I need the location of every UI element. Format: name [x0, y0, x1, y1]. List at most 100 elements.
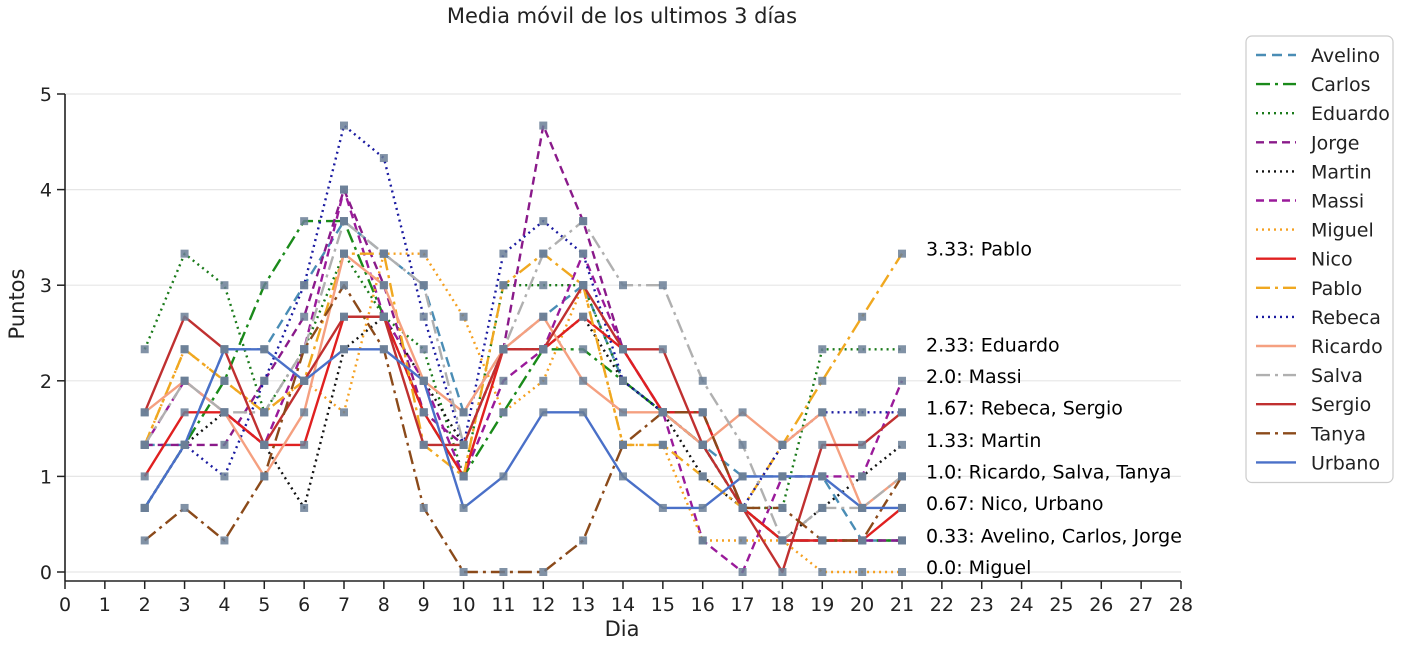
x-tick-label: 9: [418, 594, 430, 616]
data-point-urbano: [658, 503, 667, 512]
data-point-nico: [180, 408, 189, 417]
end-annotation: 0.0: Miguel: [926, 557, 1031, 579]
data-point-martin: [898, 440, 906, 449]
legend-label-sergio: Sergio: [1311, 394, 1371, 416]
data-point-salva: [818, 503, 827, 512]
data-point-miguel: [499, 408, 508, 417]
data-point-miguel: [539, 376, 548, 385]
x-tick-label: 18: [770, 594, 794, 616]
data-point-rebeca: [858, 408, 867, 417]
data-point-tanya: [658, 408, 667, 417]
data-point-sergio: [658, 345, 667, 354]
data-point-rebeca: [619, 376, 627, 385]
data-point-sergio: [858, 440, 867, 449]
data-point-miguel: [898, 568, 906, 576]
data-point-nico: [419, 408, 428, 417]
data-point-sergio: [419, 440, 428, 449]
data-point-miguel: [738, 536, 747, 545]
data-point-urbano: [340, 345, 348, 354]
data-point-massi: [898, 376, 906, 385]
data-point-rebeca: [419, 312, 428, 321]
data-point-jorge: [539, 121, 548, 130]
legend-label-nico: Nico: [1311, 249, 1353, 271]
legend-label-avelino: Avelino: [1311, 45, 1380, 67]
end-annotation: 3.33: Pablo: [926, 239, 1032, 261]
x-tick-label: 7: [338, 594, 350, 616]
data-point-sergio: [539, 345, 548, 354]
data-point-miguel: [858, 568, 867, 576]
legend: Avelino Carlos Eduardo Jorge Martin Massi Migu…: [1245, 35, 1394, 484]
data-point-sergio: [140, 408, 149, 417]
data-point-nico: [140, 472, 149, 481]
data-point-rebeca: [220, 472, 229, 481]
data-point-jorge: [300, 312, 309, 321]
x-tick-label: 23: [970, 594, 994, 616]
data-point-carlos: [300, 217, 309, 226]
data-point-tanya: [300, 345, 309, 354]
data-point-sergio: [180, 312, 189, 321]
legend-label-salva: Salva: [1311, 365, 1363, 387]
legend-box: [1245, 35, 1394, 484]
data-point-urbano: [778, 472, 787, 481]
data-point-massi: [858, 472, 867, 481]
data-point-massi: [340, 185, 348, 194]
legend-label-carlos: Carlos: [1311, 74, 1371, 96]
x-tick-label: 28: [1169, 594, 1193, 616]
data-point-ricardo: [539, 312, 548, 321]
data-point-eduardo: [180, 249, 189, 258]
x-tick-label: 19: [810, 594, 834, 616]
end-annotation: 1.67: Rebeca, Sergio: [926, 397, 1123, 419]
data-point-urbano: [898, 503, 906, 512]
data-point-pablo: [818, 376, 827, 385]
series-line-avelino: [144, 219, 902, 542]
data-point-ricardo: [778, 440, 787, 449]
series-line-rebeca: [143, 124, 902, 510]
legend-label-urbano: Urbano: [1311, 452, 1380, 474]
y-tick-label: 0: [40, 562, 52, 584]
data-point-salva: [379, 249, 388, 258]
data-point-ricardo: [340, 249, 348, 258]
data-point-tanya: [180, 503, 189, 512]
data-point-miguel: [698, 536, 707, 545]
data-point-urbano: [818, 472, 827, 481]
data-point-eduardo: [858, 345, 867, 354]
end-annotation: 2.0: Massi: [926, 366, 1022, 388]
data-point-urbano: [539, 408, 548, 417]
data-point-martin: [300, 503, 309, 512]
end-annotation: 0.33: Avelino, Carlos, Jorge: [926, 525, 1182, 547]
data-point-tanya: [579, 536, 588, 545]
data-point-nico: [300, 440, 309, 449]
x-tick-label: 13: [571, 594, 595, 616]
chart-title: Media móvil de los ultimos 3 días: [447, 4, 797, 28]
x-tick-label: 27: [1129, 594, 1153, 616]
data-point-salva: [419, 281, 428, 290]
data-point-tanya: [220, 536, 229, 545]
data-point-pablo: [499, 281, 508, 290]
x-tick-label: 12: [531, 594, 555, 616]
legend-label-martin: Martin: [1311, 161, 1372, 183]
series-line-massi: [143, 188, 904, 574]
y-tick-label: 1: [40, 466, 52, 488]
x-tick-label: 11: [491, 594, 515, 616]
data-point-ricardo: [300, 408, 309, 417]
data-point-ricardo: [459, 408, 468, 417]
data-point-jorge: [898, 536, 906, 545]
data-point-sergio: [379, 312, 388, 321]
end-annotation: 1.33: Martin: [926, 430, 1041, 452]
data-point-salva: [698, 376, 707, 385]
data-point-massi: [499, 376, 508, 385]
data-point-rebeca: [539, 217, 548, 226]
y-tick-label: 4: [40, 180, 52, 202]
data-point-pablo: [898, 249, 906, 258]
data-point-salva: [260, 408, 269, 417]
x-tick-label: 2: [139, 594, 151, 616]
x-tick-label: 10: [451, 594, 475, 616]
data-point-massi: [738, 568, 747, 576]
x-tick-label: 5: [258, 594, 270, 616]
data-markers: [140, 121, 906, 576]
end-annotation: 1.0: Ricardo, Salva, Tanya: [926, 461, 1171, 483]
legend-label-miguel: Miguel: [1311, 220, 1374, 242]
data-point-sergio: [619, 345, 627, 354]
data-point-urbano: [300, 376, 309, 385]
